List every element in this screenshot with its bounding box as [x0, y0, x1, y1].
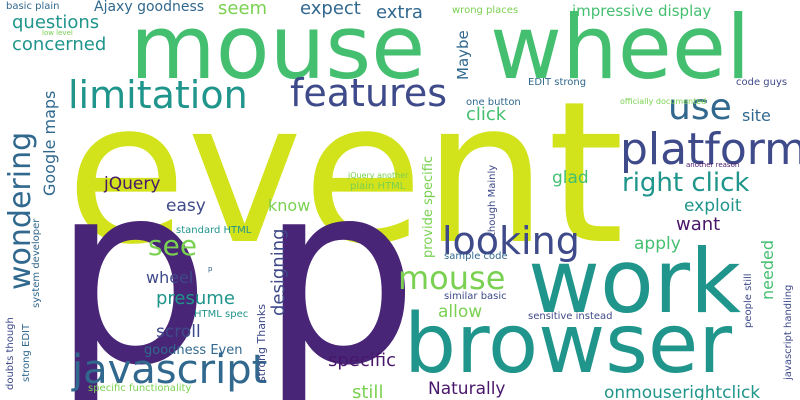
word-basic-plain: basic plain: [6, 1, 60, 12]
word-event: event: [66, 60, 625, 288]
word-use: use: [668, 87, 732, 128]
word-right-click: right click: [622, 168, 750, 198]
word-mouse-medium: mouse: [398, 259, 506, 297]
word-p-large-left: p: [52, 129, 211, 400]
word-scroll: scroll: [156, 322, 201, 342]
word-exploit: exploit: [684, 196, 742, 216]
word-another-reason: another reason: [686, 161, 740, 169]
word-want: want: [676, 214, 721, 235]
word-seem: seem: [218, 0, 268, 19]
word-system-developer: system developer: [31, 218, 42, 308]
word-officially-documented: officially documented: [620, 97, 707, 106]
word-similar-basic: similar basic: [444, 291, 507, 302]
word-onmouserightclick: onmouserightclick: [604, 383, 761, 400]
word-though-mainly: though Mainly: [487, 164, 498, 236]
word-maybe: Maybe: [454, 30, 472, 80]
word-specific: specific: [328, 350, 397, 371]
word-javascript-medium: javascript: [72, 347, 268, 393]
word-sample-code: sample code: [444, 251, 508, 262]
word-extra: extra: [376, 2, 423, 23]
word-questions: questions: [12, 12, 100, 33]
word-work: work: [528, 230, 741, 333]
word-p-tiny: p: [208, 265, 213, 273]
word-know: know: [268, 196, 311, 215]
word-platform: platform: [620, 124, 800, 175]
word-people-still: people still: [743, 273, 754, 328]
word-low-level: low level: [42, 29, 73, 37]
word-strong-edit: strong EDIT: [21, 323, 32, 382]
word-ajaxy-goodness: Ajaxy goodness: [94, 0, 205, 15]
word-wrong-places: wrong places: [452, 5, 519, 16]
word-features: features: [290, 71, 447, 115]
word-wheel-small: wheel: [146, 268, 194, 287]
word-site: site: [742, 106, 771, 125]
word-code-guys: code guys: [736, 77, 788, 88]
word-still: still: [352, 382, 384, 400]
word-mouse-large: mouse: [130, 0, 426, 99]
word-provide-specific: provide specific: [421, 155, 436, 258]
word-presume: presume: [156, 288, 235, 309]
word-goodness-even: goodness Even: [144, 343, 243, 358]
word-easy: easy: [166, 196, 206, 216]
word-jquery-another: jQuery another: [348, 171, 409, 180]
word-designing: designing: [268, 228, 289, 316]
word-standard-html: standard HTML: [176, 225, 252, 236]
word-browser: browser: [404, 297, 733, 392]
word-strong-thanks: strong Thanks: [255, 303, 268, 382]
word-one-button: one button: [466, 97, 521, 108]
word-doubts-though: doubts though: [5, 317, 16, 390]
word-concerned: concerned: [12, 34, 107, 55]
word-edit-strong: EDIT strong: [528, 77, 587, 88]
word-html-spec: HTML spec: [194, 309, 249, 320]
word-click: click: [466, 104, 507, 125]
word-google-maps: Google maps: [40, 90, 59, 196]
word-allow: allow: [438, 302, 483, 322]
word-needed: needed: [758, 240, 777, 300]
word-naturally: Naturally: [428, 379, 506, 399]
word-glad: glad: [552, 168, 589, 188]
word-p-large-center: p: [260, 129, 419, 400]
word-javascript-handling: javascript handling: [783, 284, 794, 380]
word-impressive-display: impressive display: [572, 2, 712, 20]
word-jquery: jQuery: [104, 174, 161, 194]
word-specific-functionality: specific functionality: [88, 383, 192, 394]
word-see: see: [148, 229, 198, 262]
word-expect: expect: [300, 0, 361, 19]
word-wheel-large: wheel: [490, 0, 751, 99]
word-apply: apply: [634, 234, 681, 254]
word-limitation: limitation: [68, 73, 248, 117]
word-looking: looking: [442, 219, 580, 263]
word-sensitive-instead: sensitive instead: [528, 311, 613, 322]
word-plain-html: plain HTML: [350, 181, 406, 192]
